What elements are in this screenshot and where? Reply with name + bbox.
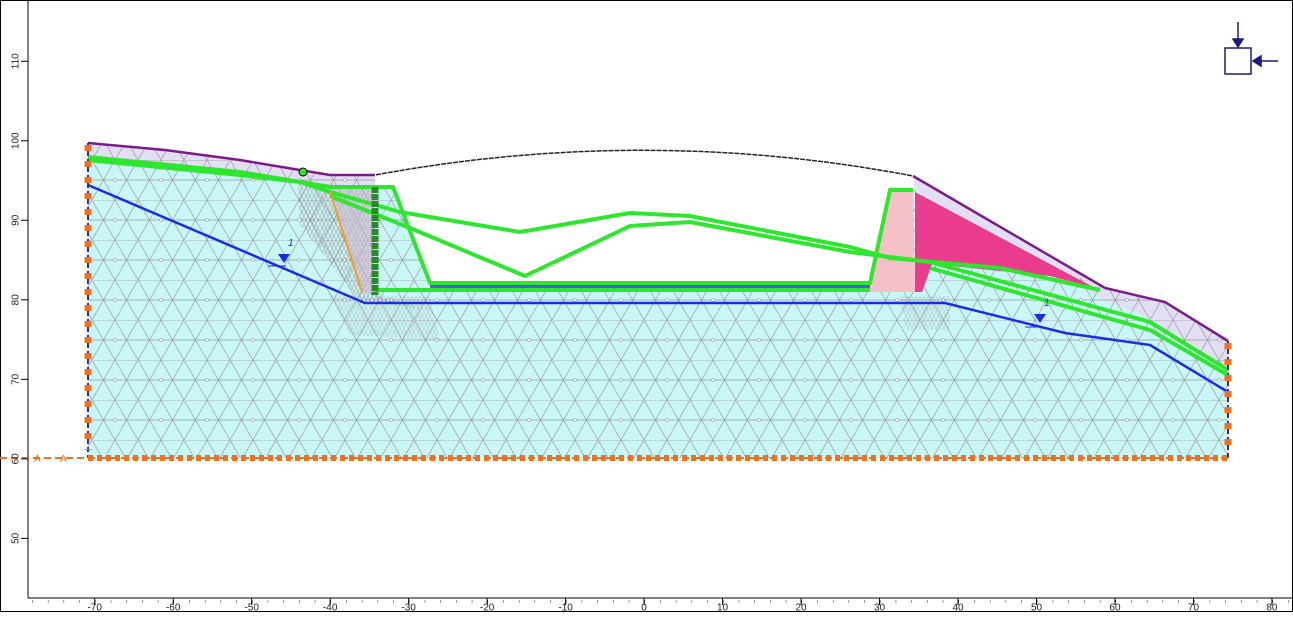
water-label: 1 (288, 238, 294, 249)
node (298, 167, 308, 177)
pink-zone (870, 190, 915, 292)
y-tick-label: 110 (11, 53, 22, 69)
y-tick-label: 90 (11, 214, 22, 226)
y-tick-label: 100 (11, 132, 22, 149)
x-tick-label: 10 (717, 603, 729, 612)
x-tick-label: -20 (480, 603, 495, 612)
water-table (87, 183, 1229, 394)
magenta-zone (915, 192, 1095, 292)
refined-mesh (900, 296, 950, 330)
minor-ticks (28, 598, 1293, 603)
refined-mesh (330, 295, 440, 340)
x-tick-label: -10 (558, 603, 573, 612)
ground-surface (912, 174, 1229, 343)
cap-nodes (374, 149, 914, 178)
x-tick-label: 20 (795, 603, 807, 612)
liner (87, 155, 1230, 377)
x-tick-label: -50 (244, 603, 259, 612)
y-tick-label: 50 (11, 532, 22, 544)
x-tick-label: -60 (166, 603, 181, 612)
y-tick-label: 70 (11, 373, 22, 385)
load-icon (1224, 22, 1278, 75)
x-tick-label: 60 (1109, 603, 1121, 612)
zone (330, 190, 375, 295)
support-label: A (34, 454, 41, 465)
water-marker (278, 254, 290, 263)
y-tick-label: 60 (11, 453, 22, 465)
y-tick-label: 80 (11, 294, 22, 306)
x-tick-label: 50 (1031, 603, 1043, 612)
x-tick-label: 0 (641, 603, 647, 612)
x-tick-label: -30 (401, 603, 416, 612)
x-tick-label: 30 (874, 603, 886, 612)
interface (329, 191, 363, 293)
x-tick-label: 40 (952, 603, 964, 612)
x-tick-label: -70 (87, 603, 102, 612)
water-marker (1034, 314, 1046, 323)
water-label: 1 (1044, 298, 1050, 309)
support-label: A (60, 454, 67, 465)
x-tick-label: 70 (1188, 603, 1200, 612)
x-tick-label: 80 (1266, 603, 1278, 612)
ground-surface (87, 141, 375, 177)
x-tick-label: -40 (323, 603, 338, 612)
